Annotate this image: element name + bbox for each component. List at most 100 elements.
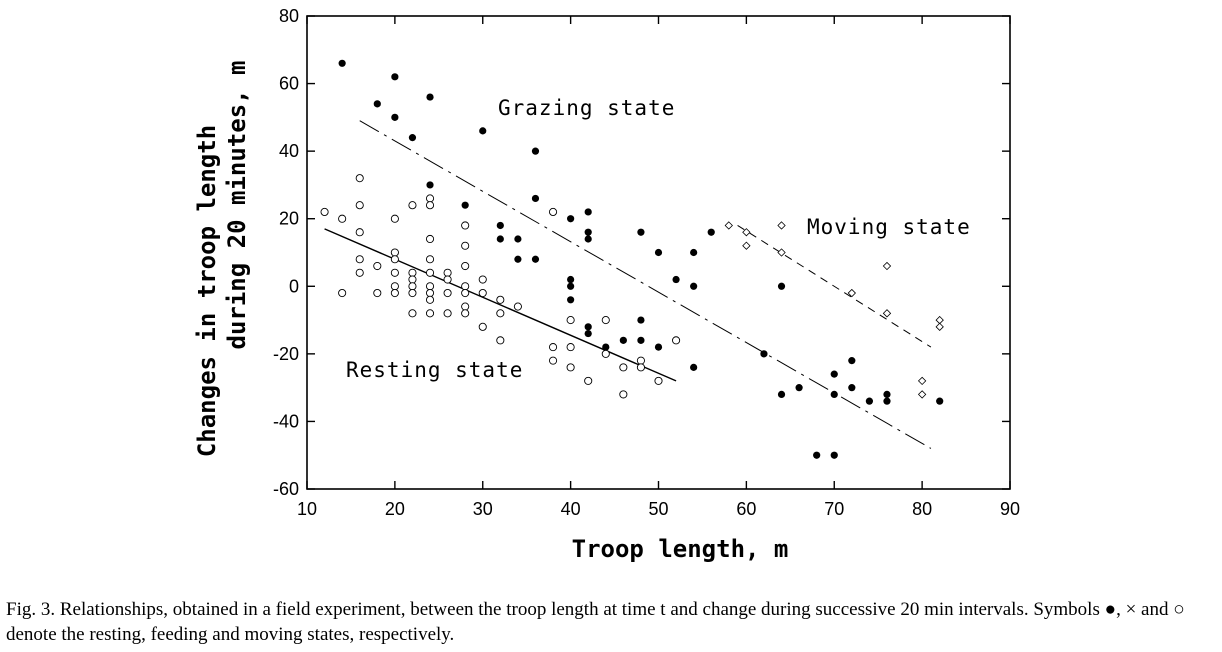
y-tick-label: -40 [273, 411, 299, 431]
open-circle-point [338, 214, 347, 223]
filled-circle-point [496, 235, 504, 243]
filled-circle-point [672, 275, 680, 284]
open-circle-point [496, 309, 505, 318]
filled-circle-point [848, 384, 856, 392]
filled-circle-point [408, 134, 417, 142]
open-circle-point [478, 322, 487, 331]
open-diamond-point [777, 221, 786, 230]
open-diamond-point [742, 241, 751, 250]
filled-circle-point [813, 451, 821, 459]
open-circle-point [408, 282, 417, 291]
open-circle-point [566, 343, 575, 352]
open-circle-point [390, 214, 399, 223]
y-tick-label: 60 [279, 74, 299, 94]
open-circle-point [355, 268, 364, 277]
filled-circle-point [830, 390, 838, 398]
open-circle-point [425, 309, 435, 318]
filled-circle-point [567, 215, 575, 223]
filled-circle-point [707, 228, 715, 236]
open-circle-point [619, 390, 628, 399]
y-tick-label: 0 [289, 276, 299, 296]
filled-circle-point [496, 221, 504, 230]
x-tick-label: 10 [297, 499, 317, 519]
filled-circle-point [830, 370, 838, 378]
filled-circle-point [690, 248, 698, 257]
open-circle-point [390, 248, 399, 257]
filled-circle-point [760, 350, 768, 358]
open-circle-point [478, 275, 487, 284]
y-tick-label: -20 [273, 344, 299, 364]
open-circle-point [443, 288, 452, 298]
filled-circle-point [567, 296, 575, 304]
y-axis-title-line-1: Changes in troop length [193, 125, 221, 457]
open-circle-point [355, 228, 364, 237]
open-circle-point [443, 275, 452, 284]
open-circle-point [461, 282, 470, 291]
filled-circle-point [777, 390, 786, 398]
filled-circle-point [690, 282, 698, 290]
filled-circle-point [637, 316, 645, 324]
open-circle-point [478, 288, 487, 298]
filled-circle-point [567, 275, 575, 284]
open-circle-point [390, 268, 399, 277]
open-circle-point [355, 201, 364, 210]
x-tick-label: 40 [561, 499, 581, 519]
open-diamond-point [847, 288, 856, 298]
open-circle-point [320, 207, 329, 217]
filled-circle-point [795, 384, 803, 392]
y-tick-label: -60 [273, 479, 299, 499]
filled-circle-point [567, 282, 575, 290]
annotation-moving-state: Moving state [807, 215, 971, 239]
x-tick-label: 50 [648, 499, 668, 519]
open-circle-point [601, 349, 610, 358]
open-circle-point [355, 255, 364, 264]
filled-circle-point [584, 329, 592, 338]
open-circle-point [461, 221, 470, 230]
open-circle-point [619, 363, 628, 372]
open-circle-point [373, 288, 382, 298]
filled-circle-point [461, 201, 469, 209]
open-diamond-point [777, 248, 786, 257]
y-tick-label: 80 [279, 6, 299, 26]
open-circle-point [355, 174, 364, 183]
filled-circle-point [830, 451, 838, 459]
filled-circle-point [338, 59, 346, 67]
open-circle-point [425, 201, 435, 210]
filled-circle-point [531, 147, 540, 155]
open-circle-point [443, 268, 452, 277]
filled-circle-point [619, 336, 627, 344]
open-circle-point [373, 261, 382, 271]
filled-circle-point [584, 323, 592, 331]
open-circle-point [496, 336, 505, 345]
filled-circle-point [777, 282, 786, 290]
x-tick-label: 30 [473, 499, 493, 519]
ticks: 10 20 30 40 50 60 70 80 90 -60 -40 -20 0 20 40 60 80 [273, 6, 1020, 519]
open-diamond-point [935, 322, 944, 331]
open-circle-point [338, 288, 347, 298]
scatter-chart: 10 20 30 40 50 60 70 80 90 -60 -40 -20 0 20 40 60 80 Gra… [193, 6, 1020, 563]
open-circle-point [425, 288, 435, 298]
open-circle-point [566, 316, 575, 325]
x-tick-label: 90 [1000, 499, 1020, 519]
open-circle-point [425, 194, 435, 203]
filled-circle-point [637, 336, 645, 344]
x-tick-label: 70 [824, 499, 844, 519]
open-circle-point [672, 336, 681, 345]
open-circle-point [549, 343, 558, 352]
open-circle-point [461, 261, 470, 271]
figure-caption: Fig. 3. Relationships, obtained in a fie… [6, 599, 1185, 645]
filled-circle-point [531, 194, 540, 203]
fit-line-short-dash [737, 225, 932, 348]
open-circle-point [566, 363, 575, 372]
annotation-resting-state: Resting state [346, 358, 523, 382]
open-circle-point [425, 255, 435, 264]
filled-circle-point [690, 363, 698, 371]
open-diamond-point [917, 376, 927, 386]
y-tick-label: 40 [279, 141, 299, 161]
filled-circle-point [531, 255, 540, 263]
open-circle-point [408, 275, 417, 284]
filled-circle-point [936, 397, 944, 405]
open-diamond-point [724, 221, 733, 230]
open-diamond-point [935, 315, 944, 325]
filled-circle-point [584, 208, 592, 216]
